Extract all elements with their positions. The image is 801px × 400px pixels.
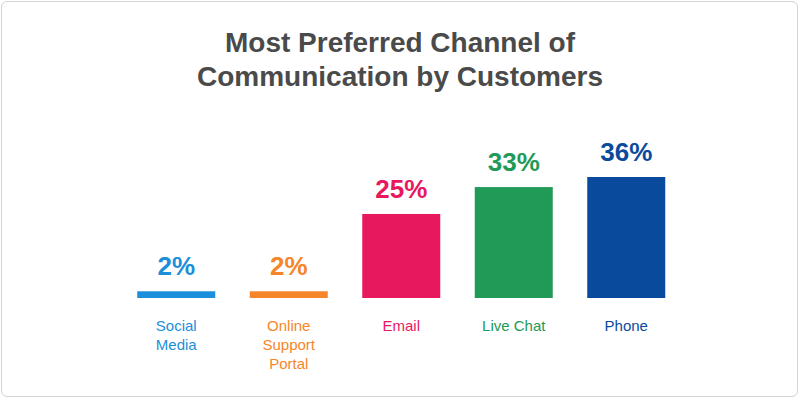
category-label: Live Chat [472,316,556,335]
bar [475,187,553,298]
stage: Most Preferred Channel of Communication … [0,0,801,400]
bar [587,177,665,298]
category-label: Phone [584,316,668,335]
title: Most Preferred Channel of Communication … [150,26,650,94]
data-label: 36% [600,137,652,167]
data-label: 25% [375,174,427,204]
data-label: 2% [270,251,308,281]
data-label: 2% [157,251,195,281]
chart: 2% 2% 25% 33% 36% [0,0,801,400]
data-labels: 2% 2% 25% 33% 36% [157,137,652,281]
bar [362,214,440,298]
bar [250,291,328,298]
category-label: Online Support Portal [247,316,331,373]
bar [137,291,215,298]
category-label: Email [359,316,443,335]
category-label: Social Media [134,316,218,354]
data-label: 33% [488,147,540,177]
